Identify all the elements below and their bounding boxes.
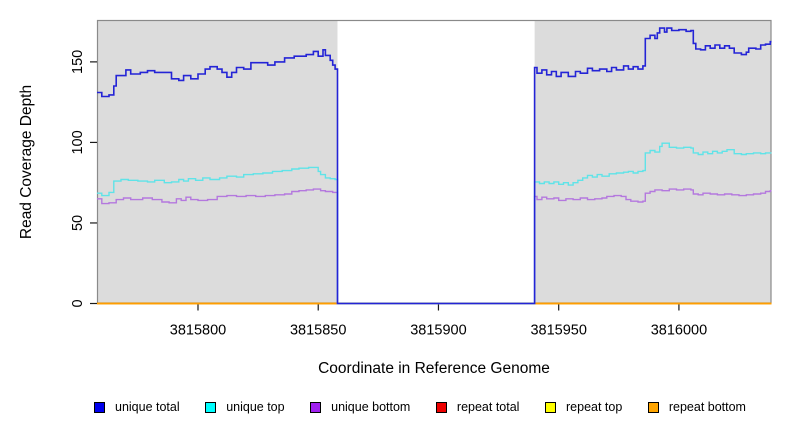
series-unique-total bbox=[97, 27, 772, 305]
y-axis-title: Read Coverage Depth bbox=[18, 84, 35, 240]
series-unique-bottom bbox=[97, 188, 772, 305]
y-tick-label: 0 bbox=[70, 299, 86, 307]
legend-item-repeat-total: repeat total bbox=[435, 400, 520, 414]
x-tick-label: 3815950 bbox=[530, 323, 586, 339]
shaded-region bbox=[534, 20, 772, 304]
legend-item-repeat-top: repeat top bbox=[545, 400, 622, 414]
legend-swatch-repeat-total bbox=[435, 401, 447, 413]
legend-swatch-unique-total bbox=[94, 401, 105, 413]
legend-swatch-unique-bottom bbox=[310, 401, 322, 413]
legend-label-repeat-bottom: repeat bottom bbox=[668, 400, 746, 414]
series-unique-top bbox=[97, 142, 772, 305]
legend-label-unique-total: unique total bbox=[115, 400, 180, 414]
legend-label-unique-bottom: unique bottom bbox=[331, 400, 411, 414]
legend: unique total unique top unique bottom repea… bbox=[94, 400, 746, 414]
shaded-region bbox=[97, 20, 338, 304]
x-tick-label: 3816000 bbox=[651, 323, 707, 339]
x-tick-label: 3815850 bbox=[290, 323, 346, 339]
legend-item-repeat-bottom: repeat bottom bbox=[647, 400, 746, 414]
legend-item-unique-top: unique top bbox=[205, 400, 285, 414]
legend-label-repeat-top: repeat top bbox=[566, 400, 623, 414]
legend-label-unique-top: unique top bbox=[226, 400, 285, 414]
x-tick-label: 3815900 bbox=[410, 323, 466, 339]
legend-swatch-repeat-bottom bbox=[647, 401, 659, 413]
x-axis-title: Coordinate in Reference Genome bbox=[318, 360, 550, 377]
y-tick-label: 50 bbox=[70, 215, 86, 231]
y-tick-label: 100 bbox=[70, 130, 86, 154]
legend-label-repeat-total: repeat total bbox=[456, 400, 520, 414]
legend-item-unique-total: unique total bbox=[94, 400, 180, 414]
legend-swatch-repeat-top bbox=[545, 401, 556, 413]
x-tick-label: 3815800 bbox=[170, 323, 226, 339]
legend-swatch-unique-top bbox=[205, 401, 217, 413]
y-tick-label: 150 bbox=[70, 50, 86, 74]
legend-item-unique-bottom: unique bottom bbox=[310, 400, 410, 414]
